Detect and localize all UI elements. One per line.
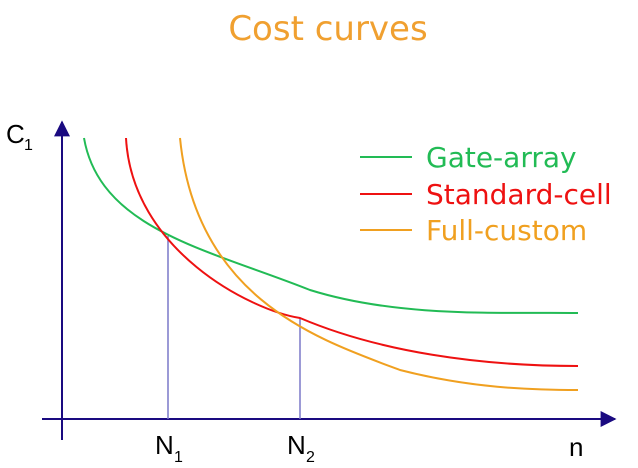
page-title: Cost curves [228,9,427,49]
y-axis-label: C [6,119,25,149]
y-axis-label-main: C [6,119,25,149]
marker-label-n1: N [155,430,174,460]
series-line-gate-array [83,137,579,314]
series-line-standard-cell [125,137,579,367]
legend-label-full-custom: Full-custom [426,214,587,247]
marker-label-n2-subscript: 2 [306,449,315,466]
legend-label-standard-cell: Standard-cell [426,178,612,211]
marker-label-n1-subscript: 1 [174,449,183,466]
y-axis-label-subscript: 1 [24,137,33,154]
legend-label-gate-array: Gate-array [426,141,577,174]
marker-label-n2: N [287,430,306,460]
series-line-full-custom [179,137,579,391]
x-axis-label: n [569,432,583,462]
legend: Gate-array Standard-cell Full-custom [360,141,612,247]
